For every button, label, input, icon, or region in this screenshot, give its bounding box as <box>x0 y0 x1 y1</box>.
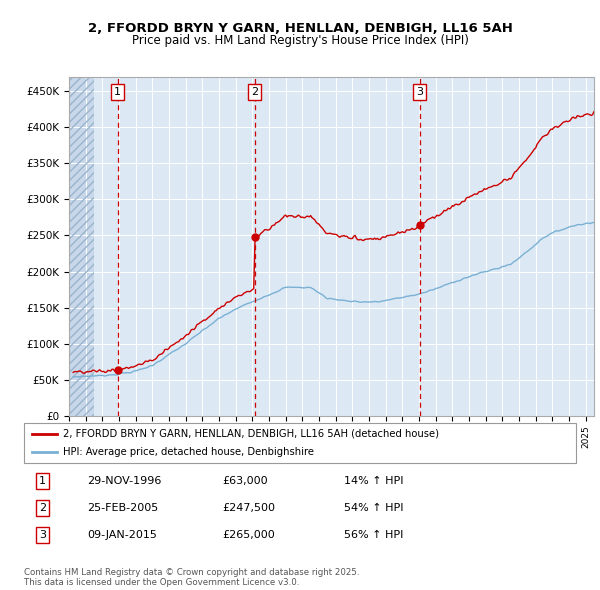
Bar <box>69 77 94 416</box>
Text: 3: 3 <box>416 87 423 97</box>
Text: Contains HM Land Registry data © Crown copyright and database right 2025.
This d: Contains HM Land Registry data © Crown c… <box>24 568 359 587</box>
Text: 3: 3 <box>39 530 46 540</box>
Text: 54% ↑ HPI: 54% ↑ HPI <box>344 503 404 513</box>
Text: Price paid vs. HM Land Registry's House Price Index (HPI): Price paid vs. HM Land Registry's House … <box>131 34 469 47</box>
Text: 2, FFORDD BRYN Y GARN, HENLLAN, DENBIGH, LL16 5AH (detached house): 2, FFORDD BRYN Y GARN, HENLLAN, DENBIGH,… <box>62 429 439 439</box>
FancyBboxPatch shape <box>24 423 576 463</box>
Bar <box>69 77 94 416</box>
Text: 09-JAN-2015: 09-JAN-2015 <box>88 530 157 540</box>
Text: 2, FFORDD BRYN Y GARN, HENLLAN, DENBIGH, LL16 5AH: 2, FFORDD BRYN Y GARN, HENLLAN, DENBIGH,… <box>88 22 512 35</box>
Text: HPI: Average price, detached house, Denbighshire: HPI: Average price, detached house, Denb… <box>62 447 314 457</box>
Text: 25-FEB-2005: 25-FEB-2005 <box>88 503 159 513</box>
Text: 29-NOV-1996: 29-NOV-1996 <box>88 476 162 486</box>
Text: 56% ↑ HPI: 56% ↑ HPI <box>344 530 404 540</box>
Text: 2: 2 <box>251 87 259 97</box>
Text: 2: 2 <box>38 503 46 513</box>
Text: £247,500: £247,500 <box>223 503 276 513</box>
Text: 1: 1 <box>114 87 121 97</box>
Text: 1: 1 <box>39 476 46 486</box>
Text: 14% ↑ HPI: 14% ↑ HPI <box>344 476 404 486</box>
Text: £63,000: £63,000 <box>223 476 268 486</box>
Text: £265,000: £265,000 <box>223 530 275 540</box>
